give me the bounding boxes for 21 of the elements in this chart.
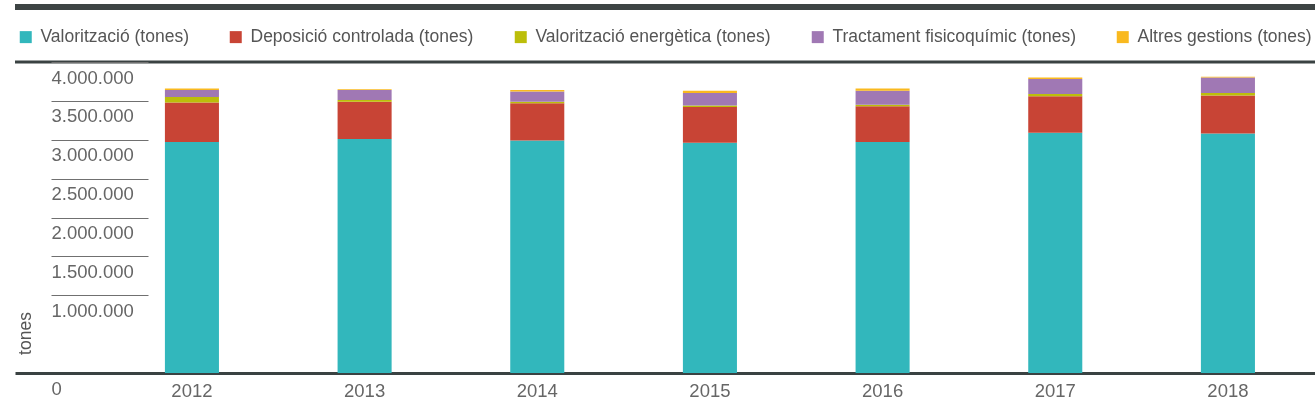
y-tick-label: 2.500.000: [51, 183, 134, 205]
y-axis-title: tones: [14, 311, 35, 355]
y-tick-label: 3.500.000: [51, 105, 134, 127]
y-tick-label: 3.000.000: [51, 144, 134, 166]
y-tick-label: 4.000.000: [51, 66, 134, 88]
legend-label: Altres gestions (tones): [1137, 26, 1312, 47]
y-tick-label: 0: [51, 377, 62, 399]
x-tick-label: 2018: [1207, 379, 1249, 401]
x-tick-label: 2016: [862, 379, 904, 401]
legend-label: Deposició controlada (tones): [250, 26, 474, 47]
x-tick-label: 2015: [689, 379, 731, 401]
legend-label: Tractament fisicoquímic (tones): [832, 26, 1076, 47]
legend-label: Valorització (tones): [40, 26, 189, 47]
y-tick-label: 1.000.000: [51, 299, 134, 321]
x-tick-label: 2012: [171, 379, 213, 401]
x-tick-label: 2017: [1034, 379, 1076, 401]
x-tick-label: 2014: [516, 379, 558, 401]
legend-label: Valorització energètica (tones): [535, 26, 771, 47]
x-tick-label: 2013: [344, 379, 386, 401]
y-tick-label: 1.500.000: [51, 260, 134, 282]
y-tick-label: 2.000.000: [51, 222, 134, 243]
